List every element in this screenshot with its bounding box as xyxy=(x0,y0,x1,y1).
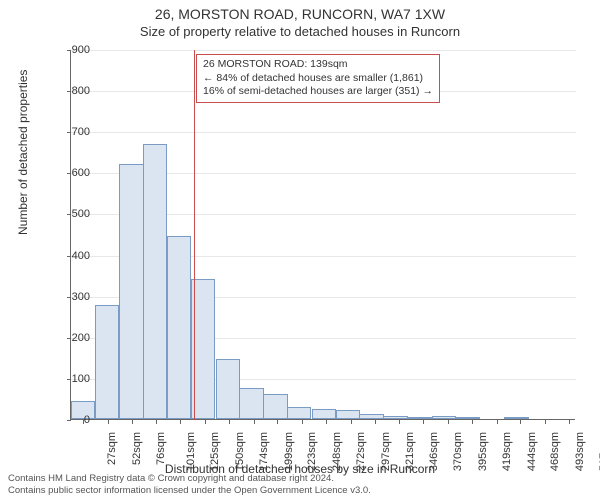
xtick-mark xyxy=(351,420,352,424)
annotation-box: 26 MORSTON ROAD: 139sqm← 84% of detached… xyxy=(196,54,440,103)
xtick-mark xyxy=(472,420,473,424)
xtick-label: 248sqm xyxy=(331,432,343,471)
footer-attribution: Contains HM Land Registry data © Crown c… xyxy=(8,473,371,496)
ytick-label: 100 xyxy=(72,373,90,385)
ytick-label: 300 xyxy=(72,291,90,303)
xtick-label: 395sqm xyxy=(477,432,489,471)
ytick-label: 700 xyxy=(72,126,90,138)
xtick-mark xyxy=(229,420,230,424)
annotation-line1: 26 MORSTON ROAD: 139sqm xyxy=(203,58,433,72)
xtick-label: 297sqm xyxy=(380,432,392,471)
xtick-mark xyxy=(326,420,327,424)
xtick-mark xyxy=(545,420,546,424)
xtick-mark xyxy=(277,420,278,424)
ytick-label: 400 xyxy=(72,250,90,262)
ytick-mark xyxy=(67,214,71,215)
xtick-mark xyxy=(399,420,400,424)
ytick-label: 600 xyxy=(72,167,90,179)
xtick-label: 321sqm xyxy=(404,432,416,471)
title-main: 26, MORSTON ROAD, RUNCORN, WA7 1XW xyxy=(0,0,600,22)
xtick-mark xyxy=(375,420,376,424)
xtick-label: 52sqm xyxy=(131,432,143,465)
histogram-bar xyxy=(216,359,240,419)
xtick-label: 76sqm xyxy=(155,432,167,465)
xtick-label: 27sqm xyxy=(106,432,118,465)
histogram-bar xyxy=(143,144,167,419)
histogram-bar xyxy=(504,417,528,419)
xtick-mark xyxy=(132,420,133,424)
ytick-label: 500 xyxy=(72,208,90,220)
ytick-mark xyxy=(67,420,71,421)
xtick-mark xyxy=(497,420,498,424)
ytick-mark xyxy=(67,173,71,174)
histogram-bar xyxy=(167,236,191,419)
ytick-mark xyxy=(67,338,71,339)
ytick-label: 200 xyxy=(72,332,90,344)
xtick-mark xyxy=(520,420,521,424)
xtick-mark xyxy=(423,420,424,424)
xtick-label: 125sqm xyxy=(209,432,221,471)
gridline-h xyxy=(71,50,576,51)
xtick-mark xyxy=(156,420,157,424)
y-axis-label: Number of detached properties xyxy=(16,70,30,235)
xtick-mark xyxy=(448,420,449,424)
ytick-mark xyxy=(67,132,71,133)
xtick-label: 199sqm xyxy=(283,432,295,471)
ytick-mark xyxy=(67,256,71,257)
histogram-bar xyxy=(263,394,287,419)
plot: 26 MORSTON ROAD: 139sqm← 84% of detached… xyxy=(70,50,575,420)
xtick-label: 493sqm xyxy=(574,432,586,471)
xtick-label: 468sqm xyxy=(550,432,562,471)
xtick-label: 150sqm xyxy=(234,432,246,471)
histogram-bar xyxy=(312,409,336,419)
histogram-bar xyxy=(432,416,456,419)
histogram-bar xyxy=(95,305,119,419)
gridline-h xyxy=(71,132,576,133)
xtick-label: 444sqm xyxy=(526,432,538,471)
xtick-label: 101sqm xyxy=(185,432,197,471)
histogram-bar xyxy=(287,407,311,419)
xtick-label: 419sqm xyxy=(501,432,513,471)
footer-line2: Contains public sector information licen… xyxy=(8,485,371,496)
xtick-mark xyxy=(108,420,109,424)
annotation-line3: 16% of semi-detached houses are larger (… xyxy=(203,85,433,99)
xtick-mark xyxy=(302,420,303,424)
marker-line xyxy=(194,50,195,420)
ytick-mark xyxy=(67,297,71,298)
histogram-bar xyxy=(119,164,143,419)
ytick-mark xyxy=(67,50,71,51)
xtick-mark xyxy=(569,420,570,424)
xtick-mark xyxy=(180,420,181,424)
title-sub: Size of property relative to detached ho… xyxy=(0,22,600,39)
histogram-bar xyxy=(336,410,360,419)
xtick-label: 174sqm xyxy=(258,432,270,471)
histogram-bar xyxy=(239,388,263,419)
histogram-bar xyxy=(383,416,407,419)
xtick-mark xyxy=(254,420,255,424)
histogram-bar xyxy=(456,417,480,419)
xtick-label: 370sqm xyxy=(452,432,464,471)
chart-area: 26 MORSTON ROAD: 139sqm← 84% of detached… xyxy=(70,50,575,420)
histogram-bar xyxy=(408,417,432,419)
annotation-line2: ← 84% of detached houses are smaller (1,… xyxy=(203,72,433,86)
ytick-label: 900 xyxy=(72,44,90,56)
ytick-label: 0 xyxy=(84,414,90,426)
xtick-label: 223sqm xyxy=(307,432,319,471)
histogram-bar xyxy=(359,414,383,419)
xtick-mark xyxy=(205,420,206,424)
ytick-label: 800 xyxy=(72,85,90,97)
ytick-mark xyxy=(67,91,71,92)
xtick-label: 346sqm xyxy=(429,432,441,471)
ytick-mark xyxy=(67,379,71,380)
xtick-label: 272sqm xyxy=(355,432,367,471)
footer-line1: Contains HM Land Registry data © Crown c… xyxy=(8,473,371,484)
